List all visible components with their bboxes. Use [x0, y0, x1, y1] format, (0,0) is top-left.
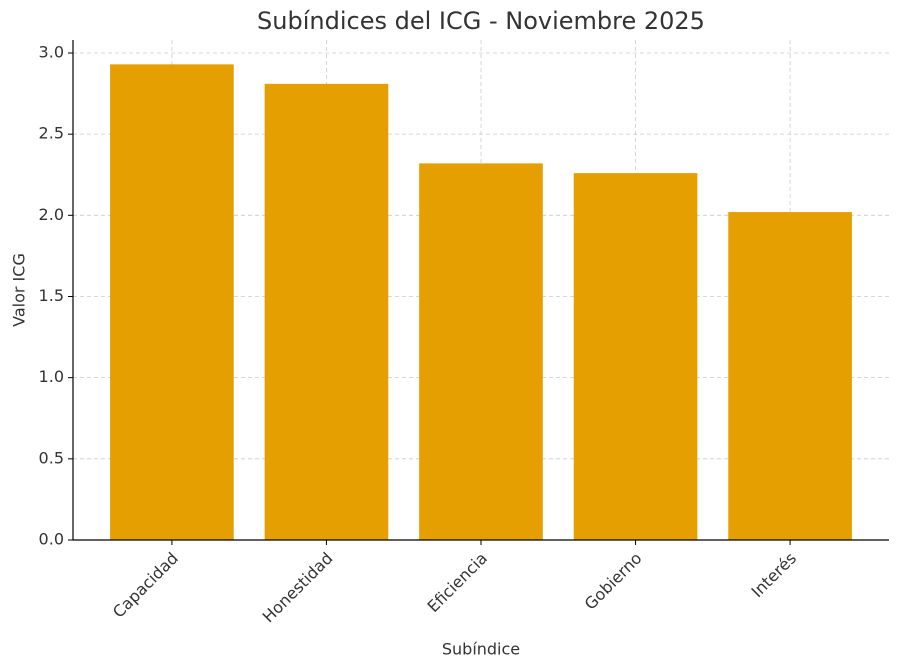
- y-axis-label: Valor ICG: [10, 253, 29, 327]
- x-tick-label: Honestidad: [259, 549, 337, 627]
- chart-title: Subíndices del ICG - Noviembre 2025: [257, 7, 705, 35]
- y-tick-label: 0.5: [39, 448, 64, 467]
- x-tick-label: Capacidad: [109, 549, 182, 622]
- x-tick-label: Eficiencia: [424, 549, 492, 617]
- y-tick-label: 2.5: [39, 124, 64, 143]
- y-tick-label: 1.0: [39, 367, 64, 386]
- bar: [419, 163, 543, 540]
- y-tick-label: 0.0: [39, 530, 64, 549]
- bar: [728, 212, 852, 540]
- y-tick-label: 3.0: [39, 42, 64, 61]
- bar: [110, 64, 234, 540]
- bar: [573, 173, 698, 540]
- y-tick-label: 1.5: [39, 286, 64, 305]
- x-tick-label: Interés: [747, 549, 800, 602]
- x-axis-label: Subíndice: [442, 640, 520, 659]
- x-tick-label: Gobierno: [581, 549, 646, 614]
- y-tick-label: 2.0: [39, 205, 64, 224]
- bar: [264, 83, 389, 540]
